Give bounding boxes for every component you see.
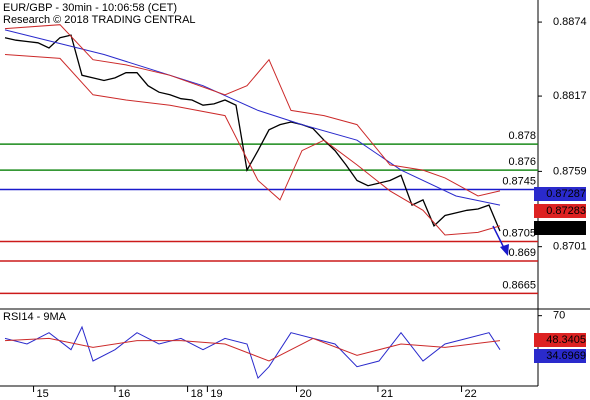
x-tick-label: 18 bbox=[191, 388, 203, 400]
y-tick-label: 0.8759 bbox=[553, 165, 587, 177]
level-label: 0.878 bbox=[508, 130, 536, 142]
price-tag bbox=[534, 333, 586, 347]
price-tag bbox=[534, 221, 586, 235]
price-tag bbox=[534, 349, 586, 363]
series-line bbox=[4, 24, 501, 197]
series-line bbox=[4, 29, 501, 206]
x-tick-label: 22 bbox=[465, 388, 477, 400]
level-label: 0.876 bbox=[508, 156, 536, 168]
level-label: 0.8665 bbox=[502, 279, 536, 291]
x-tick-label: 19 bbox=[210, 388, 222, 400]
forecast-arrowhead bbox=[500, 244, 509, 256]
price-tag bbox=[534, 187, 586, 201]
price-tag-label: 48.3405 bbox=[546, 334, 586, 346]
x-tick-label: 21 bbox=[381, 388, 393, 400]
series-line bbox=[4, 337, 501, 362]
panel-title: RSI14 - 9MA bbox=[3, 311, 67, 323]
series-line bbox=[4, 34, 501, 232]
level-label: 0.869 bbox=[508, 247, 536, 259]
level-label: 0.8705 bbox=[502, 227, 536, 239]
chart-subtitle: Research © 2018 TRADING CENTRAL bbox=[3, 14, 196, 26]
y-tick-label: 70 bbox=[553, 310, 565, 322]
x-tick-label: 15 bbox=[37, 388, 49, 400]
price-tag-label: 0.87162 bbox=[546, 222, 586, 234]
series-line bbox=[4, 54, 501, 236]
price-tag-label: 34.6969 bbox=[546, 350, 586, 362]
x-tick-label: 16 bbox=[118, 388, 130, 400]
y-tick-label: 0.8817 bbox=[553, 90, 587, 102]
y-tick-label: 0.8701 bbox=[553, 241, 587, 253]
chart-title: EUR/GBP - 30min - 10:06:58 (CET) bbox=[3, 2, 177, 14]
price-tag-label: 0.87283 bbox=[546, 205, 586, 217]
series-line bbox=[4, 325, 501, 380]
price-tag-label: 0.87287 bbox=[546, 188, 586, 200]
y-tick-label: 0.8874 bbox=[553, 16, 587, 28]
x-tick-label: 20 bbox=[300, 388, 312, 400]
price-tag bbox=[534, 204, 586, 218]
level-label: 0.8745 bbox=[502, 175, 536, 187]
